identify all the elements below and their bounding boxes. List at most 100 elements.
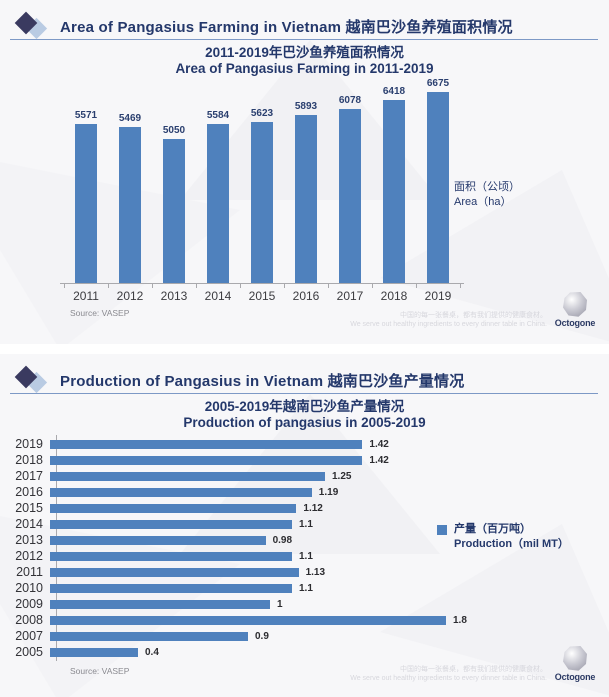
bar-2018 (383, 99, 405, 283)
octogone-logo-text: Octogone (554, 318, 596, 328)
legend-production: 产量（百万吨） Production（mil MT） (437, 522, 569, 552)
bar-value-label: 1 (277, 598, 283, 610)
bar-column-2011: 5571 (64, 110, 108, 283)
legend-swatch (437, 525, 447, 535)
octagon-gem-icon (563, 646, 587, 671)
watermark: 中国的每一张餐桌，都有我们提供的健康食材。 We serve out healt… (350, 665, 547, 683)
bar-wrap: 1.1 (50, 516, 313, 532)
bar-2015 (50, 503, 297, 513)
panel-production: Production of Pangasius in Vietnam 越南巴沙鱼… (0, 354, 609, 697)
panel-title: Production of Pangasius in Vietnam 越南巴沙鱼… (60, 372, 465, 390)
y-axis-label-2019: 2019 (15, 437, 43, 451)
y-axis-label-2008: 2008 (15, 613, 43, 627)
octogone-logo-text: Octogone (554, 672, 596, 682)
x-axis-label-2018: 2018 (380, 289, 408, 303)
bar-value-label: 1.1 (299, 550, 313, 562)
bar-2008 (50, 615, 446, 625)
bar-value-label: 1.13 (305, 566, 326, 578)
legend-line-zh: 产量（百万吨） (454, 523, 531, 535)
bar-value-label: 5893 (294, 100, 318, 112)
x-axis-label-2017: 2017 (336, 289, 364, 303)
bar-row-2011: 2011 1.13 (6, 564, 602, 580)
chart-title-zh: 2011-2019年巴沙鱼养殖面积情况 (205, 45, 404, 60)
bar-value-label: 0.9 (255, 630, 269, 642)
bar-value-label: 6078 (338, 95, 362, 107)
bar-row-2007: 2007 0.9 (6, 628, 602, 644)
bar-wrap: 1.1 (50, 580, 313, 596)
bar-wrap: 1.42 (50, 436, 389, 452)
y-axis-label-2017: 2017 (15, 469, 43, 483)
source-note: Source: VASEP (70, 308, 130, 318)
bar-value-label: 1.42 (369, 454, 389, 466)
chart-title-en: Production of pangasius in 2005-2019 (183, 415, 426, 430)
legend-text: 面积（公顷） Area（ha） (454, 180, 520, 210)
bar-2011 (50, 567, 299, 577)
bar-wrap: 0.4 (50, 644, 159, 660)
bar-row-2017: 2017 1.25 (6, 468, 602, 484)
panel-header: Area of Pangasius Farming in Vietnam 越南巴… (14, 11, 513, 41)
bar-column-2018: 6418 (372, 86, 416, 283)
y-axis-label-2007: 2007 (15, 629, 43, 643)
bar-column-2017: 6078 (328, 95, 372, 283)
production-bar-chart: 2019 1.42 2018 1.42 2017 1.25 2016 1.19 2015 1.12… (6, 436, 602, 660)
bar-2016 (295, 114, 317, 283)
x-axis-label-2016: 2016 (292, 289, 320, 303)
bar-row-2015: 2015 1.12 (6, 500, 602, 516)
x-axis-label-2011: 2011 (73, 289, 99, 303)
bar-wrap: 1.12 (50, 500, 323, 516)
bar-value-label: 5050 (162, 124, 186, 136)
chart-title: 2011-2019年巴沙鱼养殖面积情况 Area of Pangasius Fa… (0, 45, 609, 77)
bar-wrap: 1 (50, 596, 283, 612)
bar-value-label: 0.4 (145, 646, 159, 658)
bar-2012 (119, 126, 141, 283)
legend-swatch (437, 183, 447, 193)
bar-value-label: 1.19 (318, 486, 339, 498)
y-axis-label-2014: 2014 (15, 517, 43, 531)
y-axis-label-2005: 2005 (15, 645, 43, 659)
bar-column-2013: 5050 (152, 125, 196, 283)
bar-value-label: 0.98 (272, 534, 293, 546)
bar-2016 (50, 487, 312, 497)
bar-column-2014: 5584 (196, 110, 240, 283)
bar-2013 (163, 138, 185, 283)
octagon-gem-icon (563, 292, 587, 317)
bar-2014 (207, 123, 229, 283)
bar-2005 (50, 647, 138, 657)
bar-value-label: 1.12 (303, 502, 323, 514)
bar-row-2010: 2010 1.1 (6, 580, 602, 596)
bar-wrap: 1.25 (50, 468, 351, 484)
y-axis-label-2013: 2013 (15, 533, 43, 547)
watermark-en: We serve out healthy ingredients to ever… (350, 321, 547, 328)
bar-column-2012: 5469 (108, 113, 152, 283)
x-axis-label-2012: 2012 (116, 289, 144, 303)
bar-value-label: 5571 (74, 109, 98, 121)
bar-row-2016: 2016 1.19 (6, 484, 602, 500)
bar-wrap: 0.9 (50, 628, 269, 644)
bar-value-label: 1.8 (453, 614, 467, 626)
x-axis-line (60, 283, 464, 284)
bar-2011 (75, 123, 97, 283)
legend-line-zh: 面积（公顷） (454, 181, 520, 193)
bar-row-2008: 2008 1.8 (6, 612, 602, 628)
bar-wrap: 0.98 (50, 532, 292, 548)
legend-area: 面积（公顷） Area（ha） (437, 180, 520, 210)
bar-value-label: 1.1 (299, 582, 313, 594)
bar-2015 (251, 122, 273, 283)
legend-line-en: Area（ha） (454, 196, 512, 208)
bar-2017 (339, 109, 361, 283)
bar-wrap: 1.1 (50, 548, 313, 564)
header-divider (10, 393, 598, 394)
y-axis-label-2011: 2011 (16, 565, 43, 579)
x-axis-label-2014: 2014 (204, 289, 232, 303)
bar-value-label: 1.1 (299, 518, 313, 530)
y-axis-label-2018: 2018 (15, 453, 43, 467)
x-axis-labels: 2011 2012 2013 2014 2015 2016 2017 2018 2019 (64, 289, 460, 303)
bar-value-label: 6675 (426, 78, 450, 90)
chart-title-en: Area of Pangasius Farming in 2011-2019 (175, 61, 434, 76)
octogone-logo: Octogone (551, 292, 599, 328)
chart-title: 2005-2019年越南巴沙鱼产量情况 Production of pangas… (0, 399, 609, 431)
header-divider (10, 39, 598, 40)
bar-row-2012: 2012 1.1 (6, 548, 602, 564)
bar-2007 (50, 631, 248, 641)
area-bar-chart: 5571 5469 5050 5584 5623 5893 6078 6418 6675 (64, 78, 460, 283)
